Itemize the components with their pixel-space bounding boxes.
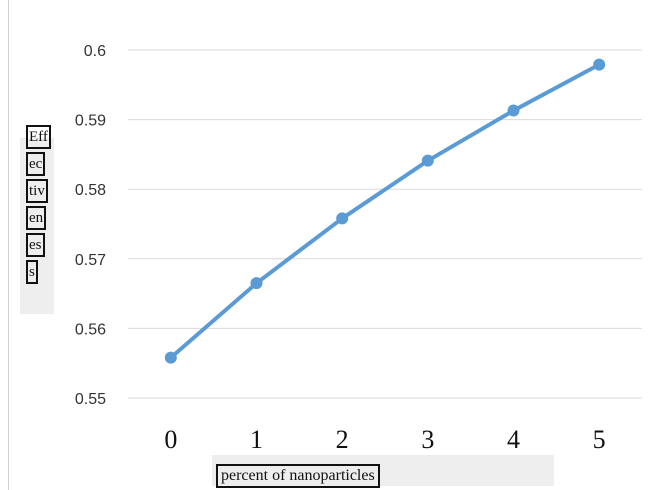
data-point	[593, 58, 606, 71]
x-tick-label: 4	[507, 425, 520, 454]
series-line	[168, 62, 602, 360]
x-tick-label: 3	[421, 425, 434, 454]
y-tick-label: 0.55	[75, 391, 106, 408]
y-axis-label-line: Eff	[26, 125, 51, 149]
data-point	[250, 277, 263, 290]
gridlines	[128, 49, 642, 399]
data-point	[336, 212, 349, 225]
y-tick-label: 0.57	[75, 252, 106, 269]
x-tick-label: 2	[336, 425, 349, 454]
x-tick-label: 1	[250, 425, 263, 454]
y-tick-label: 0.6	[84, 43, 106, 60]
y-axis-label-background	[20, 138, 54, 314]
y-tick-labels: 0.6 0.59 0.58 0.57 0.56 0.55	[75, 43, 106, 408]
x-tick-labels: 0 1 2 3 4 5	[164, 425, 605, 454]
y-axis-label-line: en	[26, 206, 47, 230]
y-axis-label-line: tiv	[26, 179, 48, 203]
y-tick-label: 0.59	[75, 113, 106, 130]
left-border	[8, 0, 9, 490]
data-point	[421, 154, 434, 167]
y-tick-label: 0.56	[75, 321, 106, 338]
y-axis-label-line: es	[26, 233, 45, 257]
x-tick-label: 0	[164, 425, 177, 454]
x-axis-label: percent of nanoparticles	[216, 464, 380, 488]
y-axis-label-line: s	[26, 260, 38, 284]
y-axis-label-line: ec	[26, 152, 46, 176]
data-point	[164, 351, 177, 364]
x-axis-label-background	[212, 455, 554, 486]
y-axis-label: Eff ec tiv en es s	[26, 125, 60, 287]
y-tick-label: 0.58	[75, 182, 106, 199]
x-tick-label: 5	[593, 425, 606, 454]
data-point	[507, 104, 520, 117]
series-layer	[164, 58, 606, 364]
